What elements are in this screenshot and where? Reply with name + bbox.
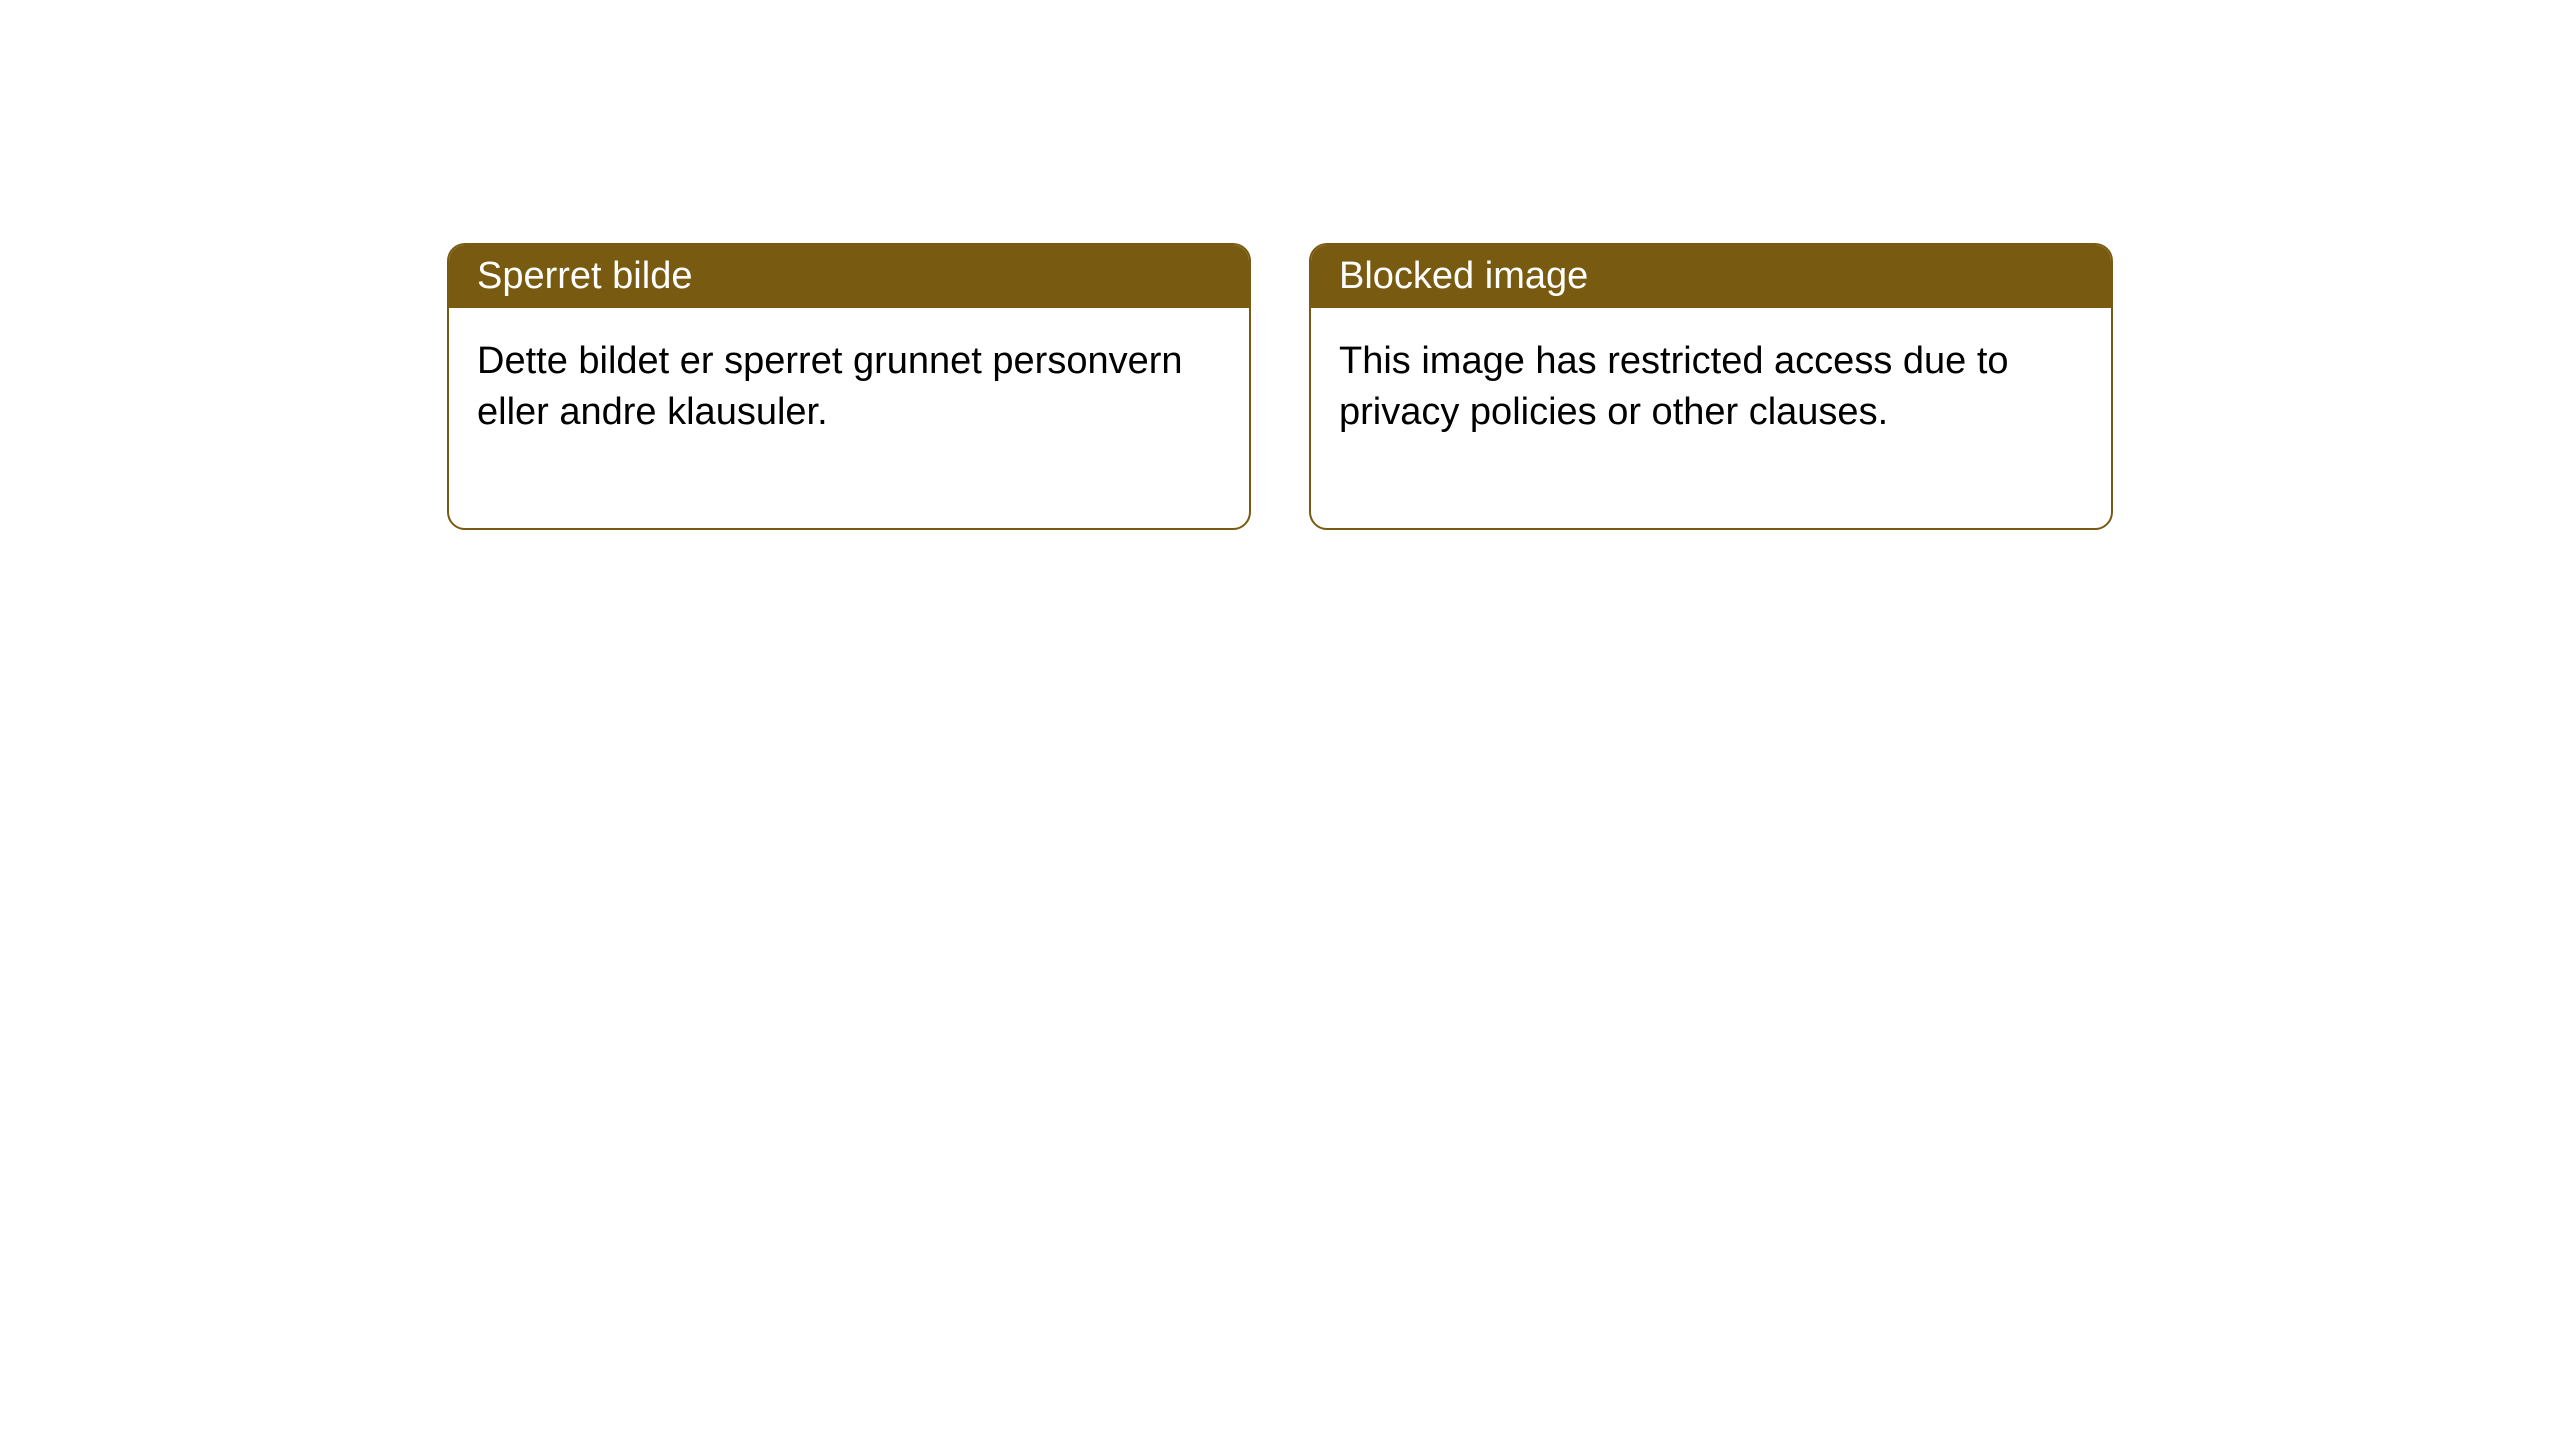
card-header: Blocked image (1311, 245, 2111, 308)
card-body: This image has restricted access due to … (1311, 308, 2111, 528)
card-body-text: Dette bildet er sperret grunnet personve… (477, 340, 1183, 433)
notice-cards-container: Sperret bilde Dette bildet er sperret gr… (0, 0, 2560, 530)
card-header-text: Blocked image (1339, 255, 1588, 297)
card-header: Sperret bilde (449, 245, 1249, 308)
card-header-text: Sperret bilde (477, 255, 692, 297)
card-body: Dette bildet er sperret grunnet personve… (449, 308, 1249, 528)
notice-card-english: Blocked image This image has restricted … (1309, 243, 2113, 530)
card-body-text: This image has restricted access due to … (1339, 340, 2009, 433)
notice-card-norwegian: Sperret bilde Dette bildet er sperret gr… (447, 243, 1251, 530)
